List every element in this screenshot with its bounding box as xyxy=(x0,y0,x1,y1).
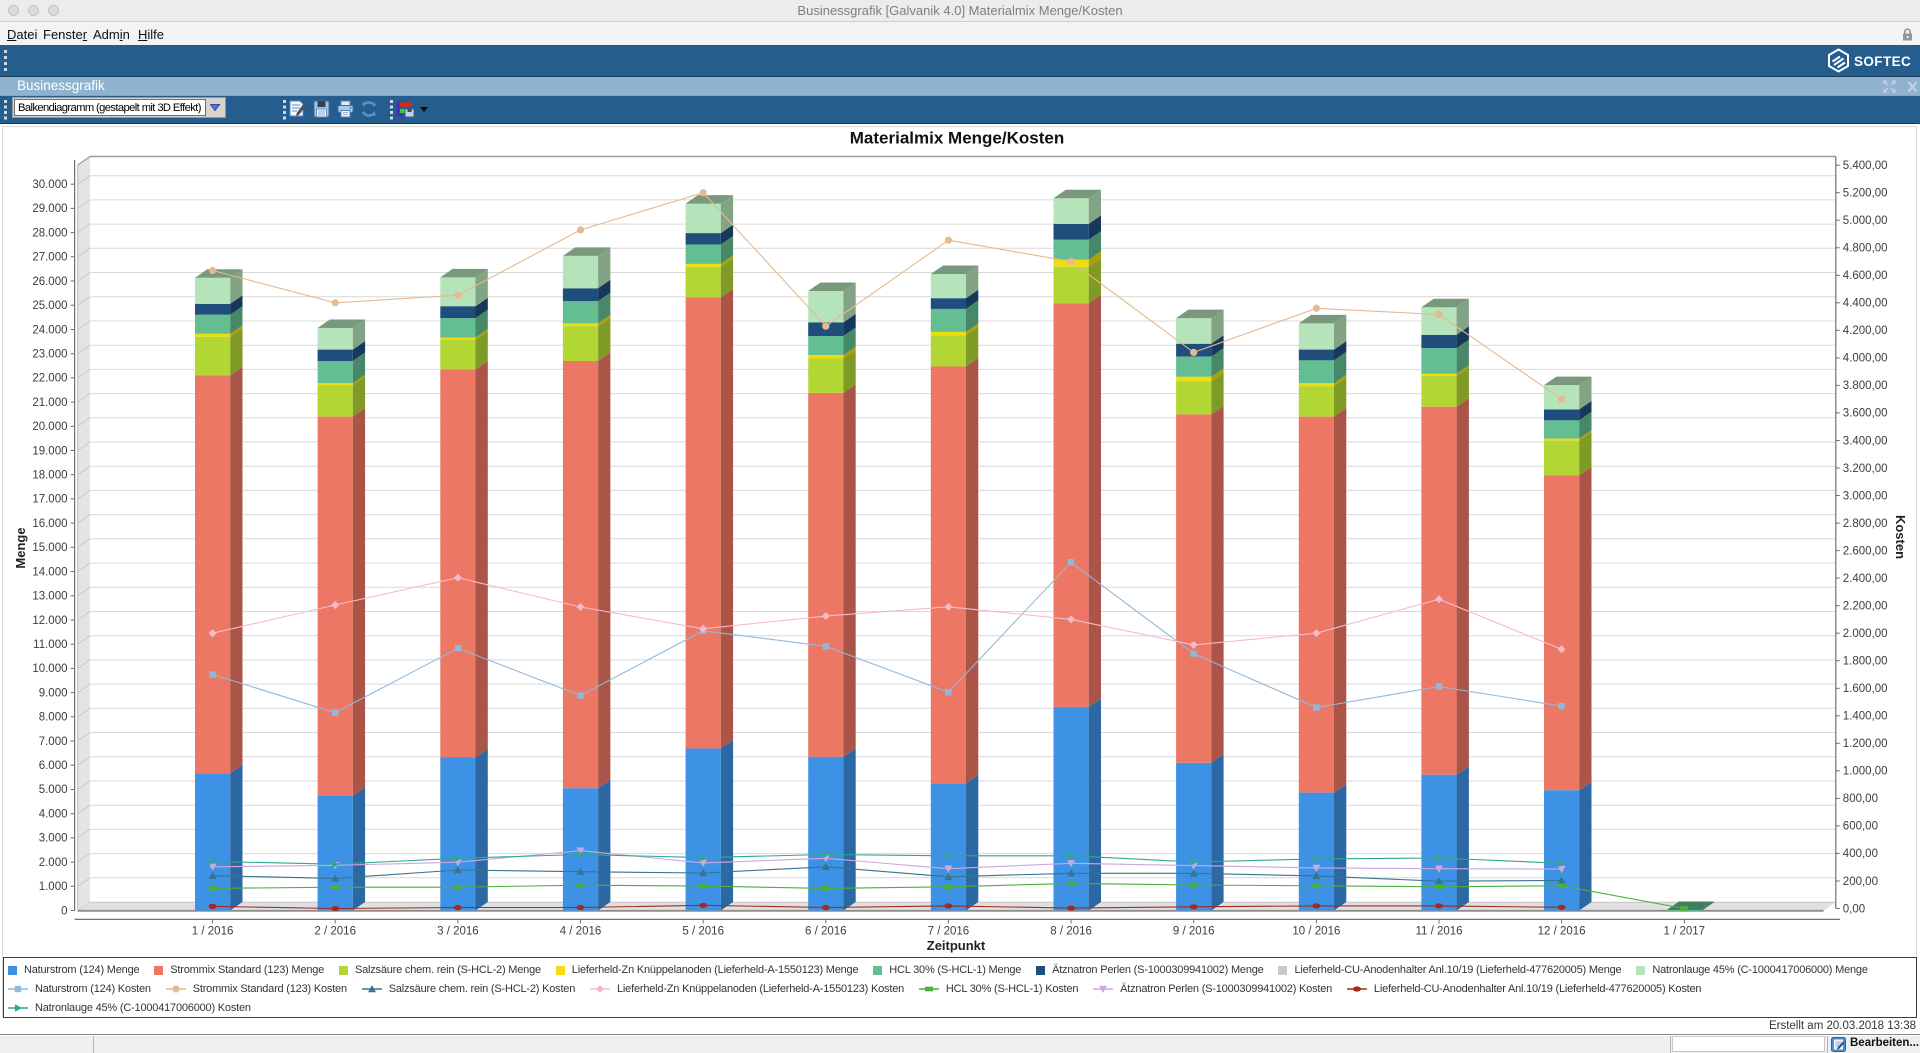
svg-text:18.000: 18.000 xyxy=(32,470,67,482)
svg-text:1.000: 1.000 xyxy=(39,881,68,893)
svg-text:3.000,00: 3.000,00 xyxy=(1843,490,1888,502)
svg-text:9 / 2016: 9 / 2016 xyxy=(1173,926,1215,938)
svg-text:21.000: 21.000 xyxy=(32,397,67,409)
svg-text:4.800,00: 4.800,00 xyxy=(1843,243,1888,255)
svg-text:16.000: 16.000 xyxy=(32,518,67,530)
svg-text:SOFTEC: SOFTEC xyxy=(1854,54,1911,69)
svg-text:24.000: 24.000 xyxy=(32,324,67,336)
svg-text:8.000: 8.000 xyxy=(39,712,68,724)
svg-text:20.000: 20.000 xyxy=(32,421,67,433)
svg-text:0: 0 xyxy=(61,905,67,917)
svg-text:3 / 2016: 3 / 2016 xyxy=(437,926,479,938)
svg-text:200,00: 200,00 xyxy=(1843,876,1878,888)
svg-text:15.000: 15.000 xyxy=(32,542,67,554)
svg-text:Menge: Menge xyxy=(13,527,28,568)
svg-text:23.000: 23.000 xyxy=(32,349,67,361)
svg-text:5.000: 5.000 xyxy=(39,784,68,796)
svg-text:4.200,00: 4.200,00 xyxy=(1843,325,1888,337)
svg-text:3.000: 3.000 xyxy=(39,833,68,845)
svg-text:25.000: 25.000 xyxy=(32,300,67,312)
svg-text:12 / 2016: 12 / 2016 xyxy=(1538,926,1586,938)
svg-text:1.600,00: 1.600,00 xyxy=(1843,683,1888,695)
svg-text:400,00: 400,00 xyxy=(1843,848,1878,860)
svg-text:2 / 2016: 2 / 2016 xyxy=(314,926,356,938)
svg-text:1.400,00: 1.400,00 xyxy=(1843,711,1888,723)
svg-text:30.000: 30.000 xyxy=(32,179,67,191)
svg-text:5.400,00: 5.400,00 xyxy=(1843,160,1888,172)
svg-text:600,00: 600,00 xyxy=(1843,821,1878,833)
svg-text:2.000,00: 2.000,00 xyxy=(1843,628,1888,640)
svg-text:4.600,00: 4.600,00 xyxy=(1843,270,1888,282)
svg-text:8 / 2016: 8 / 2016 xyxy=(1050,926,1092,938)
svg-text:1.200,00: 1.200,00 xyxy=(1843,738,1888,750)
svg-text:3.800,00: 3.800,00 xyxy=(1843,380,1888,392)
svg-text:10 / 2016: 10 / 2016 xyxy=(1292,926,1340,938)
svg-text:11.000: 11.000 xyxy=(33,639,67,651)
svg-text:11 / 2016: 11 / 2016 xyxy=(1415,926,1462,938)
svg-text:5 / 2016: 5 / 2016 xyxy=(682,926,724,938)
svg-text:3.200,00: 3.200,00 xyxy=(1843,463,1888,475)
svg-text:2.600,00: 2.600,00 xyxy=(1843,545,1888,557)
svg-text:17.000: 17.000 xyxy=(32,494,67,506)
svg-text:4.400,00: 4.400,00 xyxy=(1843,298,1888,310)
svg-text:6.000: 6.000 xyxy=(39,760,68,772)
svg-text:4.000,00: 4.000,00 xyxy=(1843,353,1888,365)
svg-text:22.000: 22.000 xyxy=(32,373,67,385)
svg-text:3.600,00: 3.600,00 xyxy=(1843,408,1888,420)
svg-text:7.000: 7.000 xyxy=(39,736,68,748)
svg-text:28.000: 28.000 xyxy=(32,227,67,239)
svg-text:5.200,00: 5.200,00 xyxy=(1843,188,1888,200)
svg-text:19.000: 19.000 xyxy=(32,445,67,457)
svg-text:27.000: 27.000 xyxy=(32,252,67,264)
svg-text:Kosten: Kosten xyxy=(1893,515,1908,559)
svg-text:2.400,00: 2.400,00 xyxy=(1843,573,1888,585)
svg-text:2.000: 2.000 xyxy=(39,857,68,869)
svg-text:26.000: 26.000 xyxy=(32,276,67,288)
svg-text:1.800,00: 1.800,00 xyxy=(1843,656,1888,668)
svg-text:4.000: 4.000 xyxy=(39,809,68,821)
svg-text:12.000: 12.000 xyxy=(32,615,67,627)
svg-text:5.000,00: 5.000,00 xyxy=(1843,215,1888,227)
svg-text:6 / 2016: 6 / 2016 xyxy=(805,926,847,938)
svg-text:1 / 2017: 1 / 2017 xyxy=(1664,926,1706,938)
svg-text:14.000: 14.000 xyxy=(32,566,67,578)
svg-text:13.000: 13.000 xyxy=(32,591,67,603)
svg-text:3.400,00: 3.400,00 xyxy=(1843,435,1888,447)
svg-text:9.000: 9.000 xyxy=(39,687,68,699)
svg-text:2.200,00: 2.200,00 xyxy=(1843,601,1888,613)
svg-text:2.800,00: 2.800,00 xyxy=(1843,518,1888,530)
svg-text:Zeitpunkt: Zeitpunkt xyxy=(927,938,986,953)
svg-text:800,00: 800,00 xyxy=(1843,793,1878,805)
svg-text:4 / 2016: 4 / 2016 xyxy=(560,926,602,938)
svg-text:7 / 2016: 7 / 2016 xyxy=(928,926,970,938)
svg-text:Materialmix Menge/Kosten: Materialmix Menge/Kosten xyxy=(850,129,1064,148)
svg-text:29.000: 29.000 xyxy=(32,203,67,215)
svg-text:1.000,00: 1.000,00 xyxy=(1843,766,1888,778)
svg-text:0,00: 0,00 xyxy=(1843,903,1865,915)
svg-text:10.000: 10.000 xyxy=(32,663,67,675)
svg-text:1 / 2016: 1 / 2016 xyxy=(192,926,234,938)
